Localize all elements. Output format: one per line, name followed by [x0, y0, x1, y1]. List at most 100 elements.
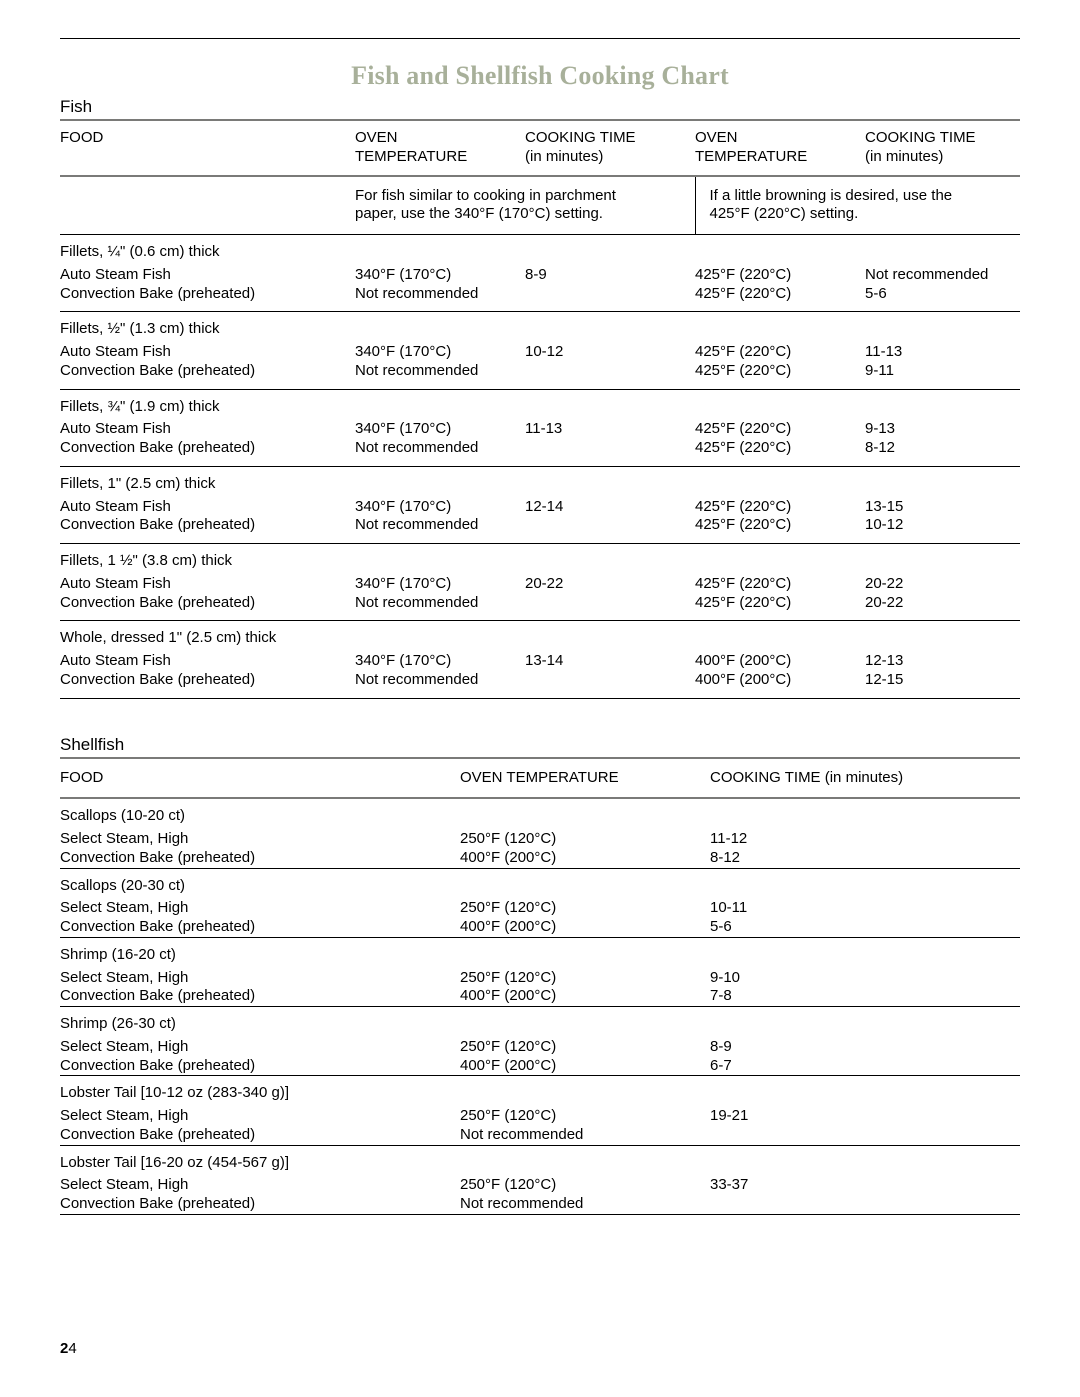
shell-temp: 400°F (200°C) [460, 1057, 710, 1076]
fish-time1: 10-12 [525, 343, 695, 362]
fish-category: Fillets, 1" (2.5 cm) thick [60, 467, 1020, 498]
shell-temp: 250°F (120°C) [460, 899, 710, 918]
shell-temp: Not recommended [460, 1126, 710, 1145]
note-empty [60, 177, 355, 235]
fish-time1: 12-14 [525, 498, 695, 517]
fish-time2: 20-22 [865, 594, 1020, 621]
fish-time1 [525, 671, 695, 698]
fish-time2: 13-15 [865, 498, 1020, 517]
fish-time2: 12-13 [865, 652, 1020, 671]
shell-temp: Not recommended [460, 1195, 710, 1214]
shell-time: 6-7 [710, 1057, 1020, 1076]
fish-time1 [525, 362, 695, 389]
shell-time: 10-11 [710, 899, 1020, 918]
shell-food: Select Steam, High [60, 969, 460, 988]
fish-temp2: 425°F (220°C) [695, 498, 865, 517]
fish-temp1: Not recommended [355, 439, 525, 466]
page-number-rest: 4 [68, 1340, 76, 1357]
shell-food: Convection Bake (preheated) [60, 987, 460, 1006]
shell-time: 5-6 [710, 918, 1020, 937]
fish-temp1: 340°F (170°C) [355, 575, 525, 594]
fish-time2: Not recommended [865, 266, 1020, 285]
shell-food: Select Steam, High [60, 899, 460, 918]
fish-category: Whole, dressed 1" (2.5 cm) thick [60, 621, 1020, 652]
shell-time: 19-21 [710, 1107, 1020, 1126]
shell-temp: 250°F (120°C) [460, 1107, 710, 1126]
shell-time: 8-12 [710, 849, 1020, 868]
fish-food: Auto Steam Fish [60, 343, 355, 362]
page-number: 24 [60, 1340, 77, 1357]
shell-food: Convection Bake (preheated) [60, 1195, 460, 1214]
fish-temp2: 425°F (220°C) [695, 362, 865, 389]
fish-temp1: Not recommended [355, 362, 525, 389]
shell-food: Convection Bake (preheated) [60, 918, 460, 937]
page: Fish and Shellfish Cooking Chart Fish FO… [0, 0, 1080, 1397]
fish-table: FOODOVENTEMPERATURECOOKING TIME(in minut… [60, 121, 1020, 699]
fish-category: Fillets, ½" (1.3 cm) thick [60, 312, 1020, 343]
shell-hdr-food: FOOD [60, 759, 460, 798]
fish-hdr-temp1: OVENTEMPERATURE [355, 121, 525, 175]
fish-temp1: Not recommended [355, 516, 525, 543]
fish-hdr-temp2: OVENTEMPERATURE [695, 121, 865, 175]
shell-food: Select Steam, High [60, 830, 460, 849]
shell-food: Select Steam, High [60, 1038, 460, 1057]
shell-category: Shrimp (16-20 ct) [60, 938, 1020, 969]
fish-time1 [525, 594, 695, 621]
fish-food: Convection Bake (preheated) [60, 362, 355, 389]
fish-time2: 11-13 [865, 343, 1020, 362]
fish-temp1: 340°F (170°C) [355, 266, 525, 285]
shell-time: 8-9 [710, 1038, 1020, 1057]
fish-food: Convection Bake (preheated) [60, 594, 355, 621]
fish-time1 [525, 285, 695, 312]
fish-temp1: Not recommended [355, 594, 525, 621]
spacer [60, 699, 1020, 735]
shell-temp: 400°F (200°C) [460, 987, 710, 1006]
shellfish-section-label: Shellfish [60, 735, 1020, 755]
fish-temp1: 340°F (170°C) [355, 498, 525, 517]
fish-food: Convection Bake (preheated) [60, 285, 355, 312]
fish-time2: 5-6 [865, 285, 1020, 312]
fish-temp2: 425°F (220°C) [695, 343, 865, 362]
shell-temp: 400°F (200°C) [460, 849, 710, 868]
shell-food: Convection Bake (preheated) [60, 1126, 460, 1145]
fish-temp2: 400°F (200°C) [695, 671, 865, 698]
fish-temp1: 340°F (170°C) [355, 343, 525, 362]
fish-temp2: 400°F (200°C) [695, 652, 865, 671]
rule [60, 1214, 1020, 1215]
shell-category: Shrimp (26-30 ct) [60, 1007, 1020, 1038]
shell-temp: 250°F (120°C) [460, 1176, 710, 1195]
fish-food: Convection Bake (preheated) [60, 671, 355, 698]
fish-time2: 8-12 [865, 439, 1020, 466]
fish-time2: 10-12 [865, 516, 1020, 543]
fish-food: Auto Steam Fish [60, 498, 355, 517]
shell-food: Select Steam, High [60, 1176, 460, 1195]
shell-time: 7-8 [710, 987, 1020, 1006]
fish-food: Auto Steam Fish [60, 575, 355, 594]
fish-temp2: 425°F (220°C) [695, 594, 865, 621]
fish-time1 [525, 516, 695, 543]
fish-temp2: 425°F (220°C) [695, 575, 865, 594]
fish-temp1: 340°F (170°C) [355, 652, 525, 671]
fish-time2: 12-15 [865, 671, 1020, 698]
fish-temp1: Not recommended [355, 671, 525, 698]
fish-food: Convection Bake (preheated) [60, 439, 355, 466]
shell-temp: 250°F (120°C) [460, 1038, 710, 1057]
shell-temp: 250°F (120°C) [460, 830, 710, 849]
fish-time2: 9-11 [865, 362, 1020, 389]
fish-hdr-food: FOOD [60, 121, 355, 175]
fish-note-left: For fish similar to cooking in parchment… [355, 177, 695, 235]
chart-title: Fish and Shellfish Cooking Chart [60, 61, 1020, 91]
fish-time1: 20-22 [525, 575, 695, 594]
top-rule [60, 38, 1020, 39]
shell-time: 11-12 [710, 830, 1020, 849]
fish-temp2: 425°F (220°C) [695, 516, 865, 543]
shell-category: Scallops (20-30 ct) [60, 869, 1020, 900]
shell-food: Convection Bake (preheated) [60, 1057, 460, 1076]
fish-category: Fillets, 1 ½" (3.8 cm) thick [60, 544, 1020, 575]
fish-note-right: If a little browning is desired, use the… [695, 177, 1020, 235]
shell-hdr-temp: OVEN TEMPERATURE [460, 759, 710, 798]
fish-hdr-time1: COOKING TIME(in minutes) [525, 121, 695, 175]
fish-temp2: 425°F (220°C) [695, 285, 865, 312]
shell-time [710, 1126, 1020, 1145]
shell-food: Select Steam, High [60, 1107, 460, 1126]
